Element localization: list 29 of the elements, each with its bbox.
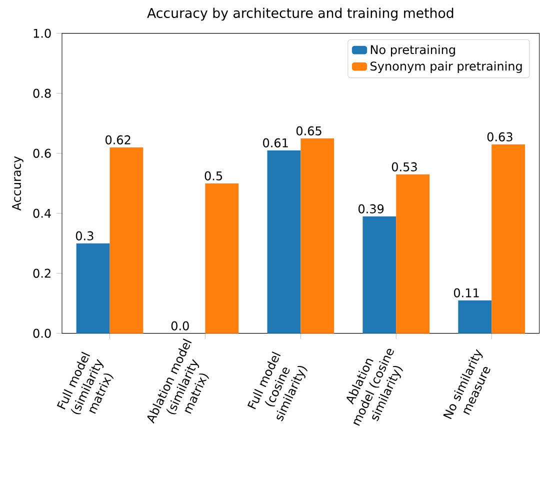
data-label: 0.5 <box>204 171 222 180</box>
legend-label: No pretraining <box>370 44 455 57</box>
bar <box>205 183 239 334</box>
bar <box>492 144 526 334</box>
bar <box>458 300 492 334</box>
data-label: 0.62 <box>106 135 130 144</box>
bar <box>267 150 301 334</box>
y-tick-label: 0.8 <box>33 88 51 98</box>
y-tick-label: 0.6 <box>33 148 51 158</box>
y-tick-label: 0.4 <box>33 208 51 218</box>
y-tick-label: 1.0 <box>34 28 51 38</box>
data-label: 0.63 <box>487 132 512 142</box>
data-label: 0.65 <box>296 126 322 136</box>
data-label: 0.3 <box>76 231 94 240</box>
data-label: 0.0 <box>171 321 189 330</box>
y-tick-label: 0.0 <box>33 328 51 338</box>
legend-label: Synonym pair pretraining <box>370 61 522 73</box>
bar <box>300 138 334 334</box>
y-axis-title: Accuracy <box>12 156 24 211</box>
data-label: 0.53 <box>392 162 417 172</box>
data-label: 0.61 <box>263 138 288 148</box>
data-label: 0.39 <box>358 204 384 214</box>
bar <box>396 174 430 334</box>
bar <box>76 243 110 334</box>
bar <box>362 216 396 334</box>
bar <box>110 147 144 334</box>
data-label: 0.11 <box>454 288 479 298</box>
chart-title: Accuracy by architecture and training method <box>147 8 454 21</box>
y-tick-label: 0.2 <box>33 268 50 278</box>
